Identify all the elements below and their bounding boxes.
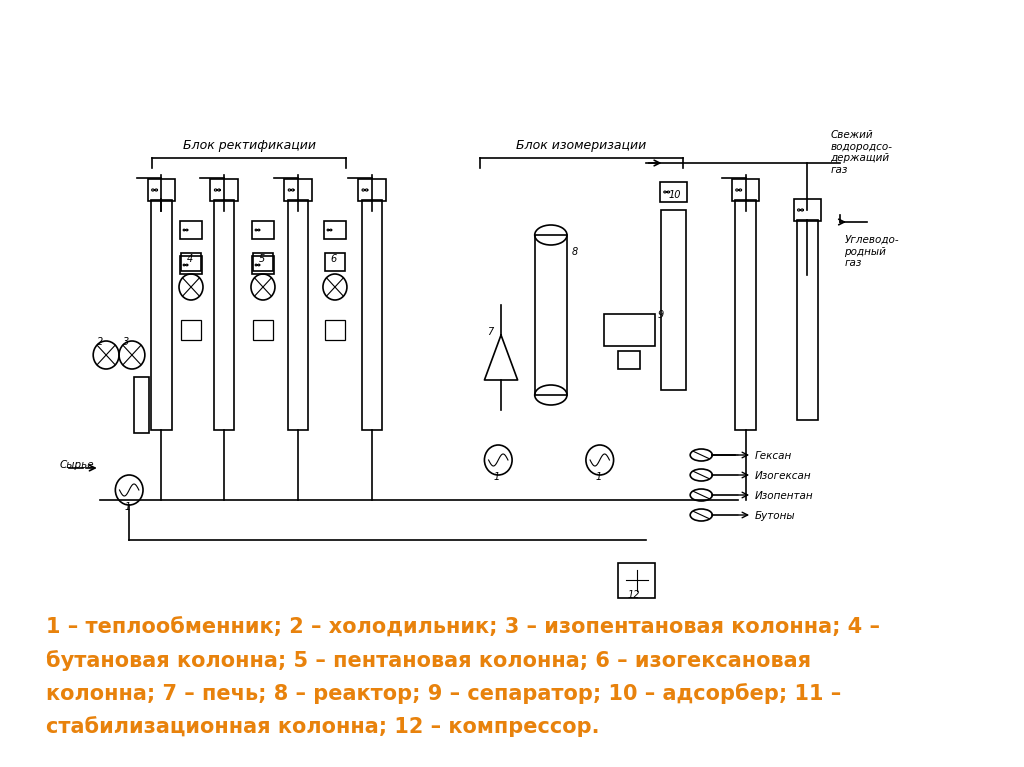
Bar — [285, 179, 312, 201]
Bar — [618, 562, 655, 597]
Bar — [253, 320, 273, 340]
Text: 8: 8 — [571, 247, 578, 257]
Bar — [180, 221, 202, 239]
Text: Бутоны: Бутоны — [755, 511, 796, 521]
Bar — [134, 377, 148, 433]
Bar — [324, 221, 346, 239]
Text: Изогексан: Изогексан — [755, 471, 811, 481]
Bar — [604, 314, 654, 346]
Text: Свежий
водородсо-
держащий
газ: Свежий водородсо- держащий газ — [830, 130, 893, 175]
Bar — [325, 320, 345, 340]
Bar — [794, 199, 821, 221]
Bar — [660, 210, 686, 390]
Text: 2: 2 — [97, 337, 103, 347]
Bar — [214, 200, 234, 430]
Bar — [535, 235, 567, 395]
Text: Изопентан: Изопентан — [755, 491, 813, 501]
Text: 1 – теплообменник; 2 – холодильник; 3 – изопентановая колонна; 4 –: 1 – теплообменник; 2 – холодильник; 3 – … — [46, 617, 881, 637]
Text: 10: 10 — [669, 190, 681, 200]
Text: 4: 4 — [186, 254, 193, 264]
Text: 1: 1 — [595, 472, 601, 482]
Bar — [798, 220, 817, 420]
Bar — [147, 179, 175, 201]
Bar — [252, 256, 274, 274]
Text: 1: 1 — [494, 472, 500, 482]
Bar — [325, 253, 345, 271]
Bar — [361, 200, 382, 430]
Bar — [735, 200, 756, 430]
Text: Блок ректификации: Блок ректификации — [182, 139, 315, 152]
Text: Углеводо-
родный
газ: Углеводо- родный газ — [844, 235, 899, 268]
Text: Сырье: Сырье — [60, 460, 94, 470]
Bar — [181, 253, 201, 271]
Text: 9: 9 — [657, 310, 664, 320]
Bar — [152, 200, 172, 430]
Text: колонна; 7 – печь; 8 – реактор; 9 – сепаратор; 10 – адсорбер; 11 –: колонна; 7 – печь; 8 – реактор; 9 – сепа… — [46, 683, 842, 704]
Bar — [732, 179, 760, 201]
Bar — [252, 221, 274, 239]
Text: 7: 7 — [487, 327, 494, 337]
Text: Гексан: Гексан — [755, 451, 792, 461]
Bar — [288, 200, 308, 430]
Text: 5: 5 — [258, 254, 264, 264]
Bar — [210, 179, 238, 201]
Text: стабилизационная колонна; 12 – компрессор.: стабилизационная колонна; 12 – компрессо… — [46, 716, 600, 737]
Bar — [618, 351, 640, 369]
Text: 12: 12 — [628, 590, 640, 600]
Text: 1: 1 — [125, 502, 131, 512]
Text: 6: 6 — [331, 254, 337, 264]
Bar — [358, 179, 386, 201]
Bar — [659, 182, 687, 202]
Bar — [181, 320, 201, 340]
Text: бутановая колонна; 5 – пентановая колонна; 6 – изогексановая: бутановая колонна; 5 – пентановая колонн… — [46, 650, 811, 671]
Text: Блок изомеризации: Блок изомеризации — [516, 139, 646, 152]
Bar — [253, 253, 273, 271]
Bar — [180, 256, 202, 274]
Text: 3: 3 — [123, 337, 129, 347]
